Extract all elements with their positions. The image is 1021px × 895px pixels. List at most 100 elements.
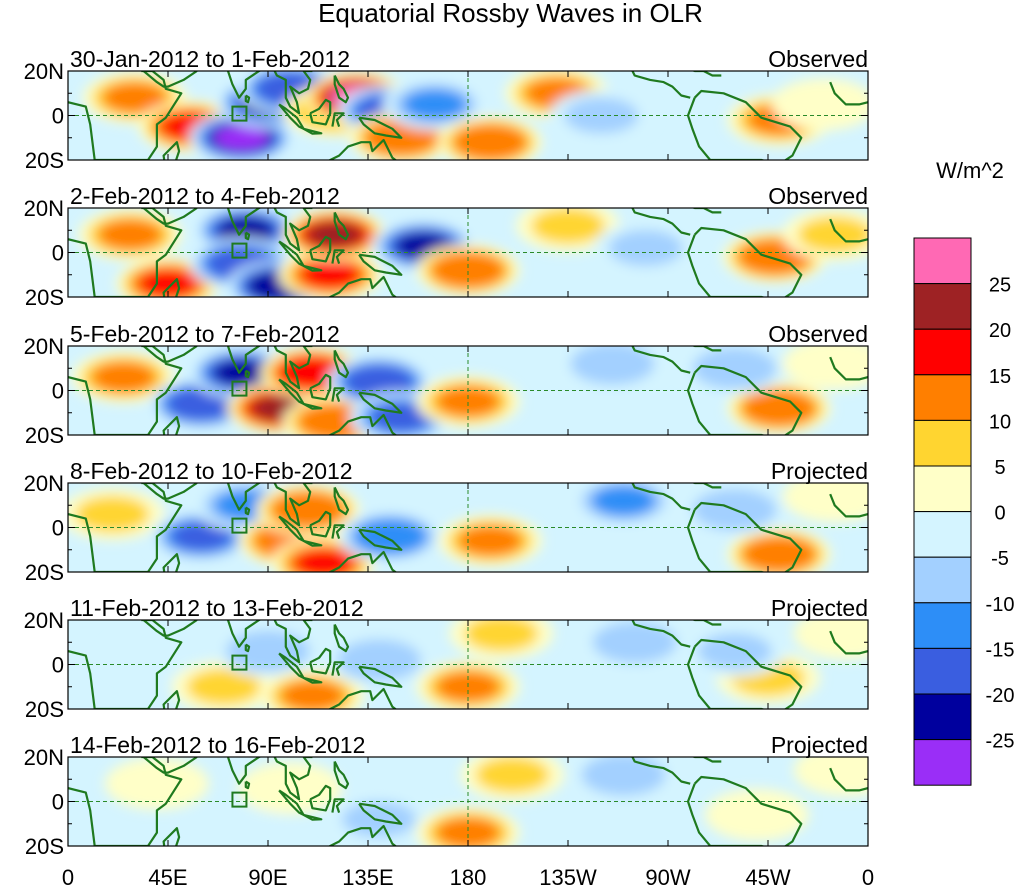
coastline bbox=[829, 81, 868, 106]
coastline bbox=[244, 780, 251, 790]
anomaly-blob bbox=[460, 128, 520, 157]
panel-kind-label: Observed bbox=[768, 321, 868, 347]
colorbar-label: -15 bbox=[986, 639, 1015, 661]
colorbar-swatch bbox=[913, 465, 972, 513]
coastline bbox=[829, 493, 868, 518]
anomaly-blob bbox=[531, 208, 605, 244]
coastline bbox=[244, 231, 251, 241]
colorbar-swatch bbox=[913, 283, 972, 330]
x-tick-label: 0 bbox=[62, 865, 74, 890]
coastline bbox=[631, 346, 691, 374]
anomaly-blob bbox=[280, 680, 345, 709]
anomaly-blob bbox=[119, 765, 194, 802]
coastline bbox=[691, 483, 722, 489]
coastline bbox=[829, 218, 868, 243]
y-tick-label: 20S bbox=[25, 560, 64, 585]
anomaly-blob bbox=[197, 810, 272, 846]
x-tick-label: 180 bbox=[450, 865, 487, 890]
x-tick-label: 90W bbox=[645, 865, 690, 890]
coastline bbox=[226, 346, 262, 374]
coastline bbox=[327, 275, 398, 297]
coastline bbox=[829, 356, 868, 381]
y-tick-label: 20S bbox=[25, 285, 64, 310]
colorbar-label: -25 bbox=[986, 731, 1015, 753]
anomaly-blob bbox=[608, 230, 683, 267]
colorbar-swatch bbox=[913, 739, 972, 786]
coastline bbox=[226, 71, 262, 99]
region-box bbox=[231, 380, 248, 397]
y-tick-label: 20N bbox=[24, 196, 64, 221]
anomaly-blob bbox=[217, 217, 274, 244]
coastline bbox=[273, 620, 313, 664]
anomaly-blob bbox=[294, 549, 354, 572]
coastline bbox=[142, 620, 198, 637]
coastline bbox=[273, 208, 313, 252]
coastline bbox=[829, 630, 868, 655]
y-tick-label: 20N bbox=[24, 471, 64, 496]
coastline bbox=[631, 208, 691, 236]
anomaly-blob bbox=[580, 348, 645, 380]
colorbar-swatch bbox=[913, 693, 972, 741]
chart-title: Equatorial Rossby Waves in OLR bbox=[318, 0, 703, 28]
panel-date-range: 30-Jan-2012 to 1-Feb-2012 bbox=[70, 46, 350, 72]
coastline bbox=[327, 413, 398, 435]
coastlines bbox=[68, 483, 868, 572]
coastline bbox=[333, 486, 350, 516]
colorbar-label: 15 bbox=[989, 366, 1011, 388]
coastline bbox=[309, 235, 332, 263]
coastline bbox=[327, 138, 398, 160]
anomaly-blob bbox=[602, 626, 667, 658]
coastline bbox=[691, 346, 722, 352]
colorbar-swatch bbox=[913, 647, 972, 695]
coastline bbox=[691, 620, 722, 626]
anomaly-blob bbox=[702, 352, 767, 384]
anomaly-blob bbox=[797, 346, 868, 382]
coastline bbox=[303, 813, 323, 821]
colorbar-swatch bbox=[913, 511, 972, 558]
coastline bbox=[358, 665, 403, 688]
anomaly-blob bbox=[749, 540, 809, 569]
coastline bbox=[686, 89, 803, 160]
x-tick-label: 135E bbox=[342, 865, 393, 890]
coastline bbox=[686, 364, 803, 435]
coastline bbox=[358, 528, 403, 551]
y-tick-label: 0 bbox=[52, 241, 64, 266]
anomaly-blob bbox=[186, 668, 261, 705]
coastline bbox=[309, 98, 332, 126]
coastline bbox=[358, 253, 403, 276]
anomaly-field bbox=[104, 757, 868, 846]
y-tick-label: 0 bbox=[52, 104, 64, 129]
y-tick-label: 20N bbox=[24, 59, 64, 84]
coastline bbox=[226, 757, 262, 785]
x-tick-label: 135W bbox=[539, 865, 597, 890]
anomaly-blob bbox=[749, 394, 809, 423]
anomaly-blob bbox=[591, 485, 656, 517]
coastline bbox=[691, 757, 722, 763]
coastline bbox=[303, 402, 323, 410]
coastline bbox=[331, 249, 345, 264]
anomaly-blob bbox=[91, 361, 156, 393]
coastline bbox=[331, 112, 345, 127]
coastline bbox=[631, 620, 691, 648]
coastline bbox=[691, 208, 722, 214]
coastline bbox=[162, 553, 181, 572]
coastline bbox=[142, 346, 198, 363]
coastline bbox=[142, 71, 198, 88]
panel-kind-label: Projected bbox=[771, 732, 868, 758]
y-tick-label: 20S bbox=[25, 148, 64, 173]
coastline bbox=[303, 264, 323, 272]
coastline bbox=[327, 550, 398, 572]
colorbar-label: 20 bbox=[989, 320, 1011, 342]
anomaly-blob bbox=[75, 496, 150, 533]
y-tick-label: 20N bbox=[24, 745, 64, 770]
coastlines bbox=[68, 208, 868, 297]
coastline bbox=[331, 798, 345, 813]
coastline bbox=[162, 278, 181, 297]
coastline bbox=[686, 226, 803, 297]
panel-kind-label: Projected bbox=[771, 595, 868, 621]
coastline bbox=[273, 71, 313, 115]
coastline bbox=[273, 757, 313, 801]
coastline bbox=[68, 483, 183, 572]
coastline bbox=[358, 116, 403, 139]
